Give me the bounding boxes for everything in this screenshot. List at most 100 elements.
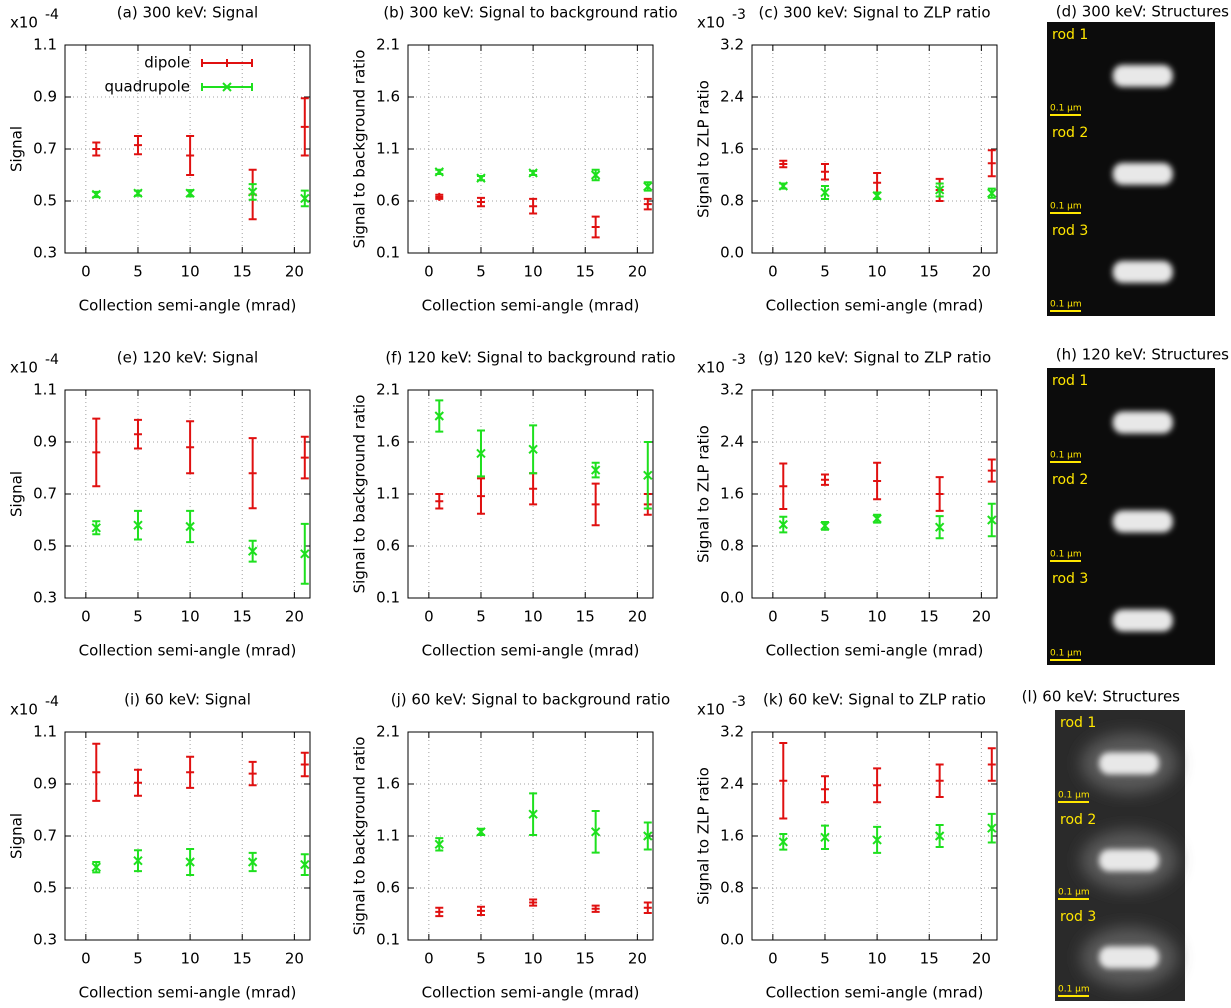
error-bar-point bbox=[820, 775, 829, 804]
error-bar-point bbox=[643, 821, 653, 851]
y-tick-label: 0.7 bbox=[33, 485, 57, 503]
error-bar-point bbox=[872, 513, 882, 524]
chart-title: (j) 60 keV: Signal to background ratio bbox=[391, 691, 670, 709]
error-bar-point bbox=[872, 825, 882, 854]
error-bar-point bbox=[186, 755, 195, 789]
y-tick-label: 1.1 bbox=[33, 36, 57, 54]
error-bar-point bbox=[133, 188, 143, 198]
error-bar-point bbox=[248, 437, 257, 510]
rod bbox=[1099, 752, 1160, 775]
scale-label: 0.1 µm bbox=[1058, 985, 1090, 995]
error-bar-point bbox=[873, 172, 882, 194]
chart-title: (a) 300 keV: Signal bbox=[117, 4, 258, 22]
y-tick-label: 0.1 bbox=[376, 589, 400, 607]
error-bar-point bbox=[934, 823, 945, 849]
panel-title: (h) 120 keV: Structures bbox=[1056, 346, 1229, 364]
rod bbox=[1112, 64, 1173, 87]
error-bar-point bbox=[987, 187, 997, 199]
x-tick-label: 10 bbox=[524, 608, 543, 626]
x-tick-label: 15 bbox=[576, 608, 595, 626]
x-tick-label: 10 bbox=[868, 608, 887, 626]
plot-frame bbox=[407, 44, 654, 254]
y-tick-label: 0.9 bbox=[33, 88, 57, 106]
error-bar-point bbox=[300, 751, 309, 778]
x-tick-label: 5 bbox=[476, 608, 486, 626]
y-tick-label: 0.3 bbox=[33, 244, 57, 262]
y-tick-label: 0.8 bbox=[720, 537, 744, 555]
scale-label: 0.1 µm bbox=[1050, 104, 1082, 114]
error-bar-point bbox=[133, 768, 142, 797]
scale-label: 0.1 µm bbox=[1050, 550, 1082, 560]
y-exponent: -3 bbox=[732, 352, 746, 368]
x-tick-label: 0 bbox=[424, 263, 434, 281]
y-tick-label: 0.0 bbox=[720, 589, 744, 607]
error-bar-point bbox=[133, 418, 142, 450]
y-tick-label: 0.5 bbox=[33, 879, 57, 897]
y-exponent: -4 bbox=[45, 7, 59, 23]
error-bar-point bbox=[590, 810, 601, 854]
tile-label: rod 3 bbox=[1060, 909, 1096, 925]
x-tick-label: 15 bbox=[233, 950, 252, 968]
y-tick-label: 0.5 bbox=[33, 192, 57, 210]
y-tick-label: 2.1 bbox=[376, 36, 400, 54]
error-bar-point bbox=[591, 904, 600, 913]
x-tick-label: 5 bbox=[820, 608, 830, 626]
error-bar-point bbox=[185, 188, 195, 198]
error-bar-point bbox=[643, 197, 652, 211]
x-tick-label: 20 bbox=[285, 608, 304, 626]
panel-title: (d) 300 keV: Structures bbox=[1056, 3, 1229, 21]
y-tick-label: 2.1 bbox=[376, 723, 400, 741]
y-exponent: -4 bbox=[45, 352, 59, 368]
y-axis-label: Signal bbox=[8, 813, 26, 859]
y-multiplier: x10 bbox=[697, 14, 725, 32]
tile-label: rod 3 bbox=[1052, 571, 1088, 587]
y-tick-label: 0.9 bbox=[33, 775, 57, 793]
error-bar-point bbox=[987, 812, 997, 844]
x-tick-label: 15 bbox=[233, 608, 252, 626]
plot-frame bbox=[64, 731, 311, 941]
y-tick-label: 0.8 bbox=[720, 192, 744, 210]
error-bar-point bbox=[476, 173, 486, 183]
error-bar-point bbox=[987, 458, 996, 483]
legend-label: dipole bbox=[144, 54, 190, 72]
y-tick-label: 1.1 bbox=[376, 140, 400, 158]
scale-label: 0.1 µm bbox=[1050, 300, 1082, 310]
y-tick-label: 0.8 bbox=[720, 879, 744, 897]
y-tick-label: 0.0 bbox=[720, 931, 744, 949]
error-bar-point bbox=[92, 417, 101, 488]
error-bar-point bbox=[591, 215, 600, 239]
rod bbox=[1112, 162, 1173, 185]
error-bar-point bbox=[434, 399, 444, 433]
y-axis-label: Signal to background ratio bbox=[351, 395, 369, 594]
x-tick-label: 5 bbox=[133, 950, 143, 968]
y-multiplier: x10 bbox=[10, 14, 38, 32]
error-bar-point bbox=[872, 191, 882, 201]
x-axis-label: Collection semi-angle (mrad) bbox=[79, 984, 297, 1002]
error-bar-point bbox=[248, 760, 257, 787]
tile-label: rod 1 bbox=[1052, 373, 1088, 389]
plot-frame bbox=[751, 731, 998, 941]
y-tick-label: 1.6 bbox=[720, 140, 744, 158]
error-bar-point bbox=[476, 905, 485, 917]
x-axis-label: Collection semi-angle (mrad) bbox=[422, 297, 640, 315]
y-axis-label: Signal to ZLP ratio bbox=[695, 767, 713, 905]
error-bar-point bbox=[820, 185, 830, 201]
x-tick-label: 15 bbox=[920, 950, 939, 968]
error-bar-point bbox=[935, 476, 944, 512]
x-tick-label: 0 bbox=[81, 263, 91, 281]
x-tick-label: 15 bbox=[576, 950, 595, 968]
x-axis-label: Collection semi-angle (mrad) bbox=[422, 642, 640, 660]
y-tick-label: 3.2 bbox=[720, 381, 744, 399]
error-bar-point bbox=[300, 189, 310, 208]
x-tick-label: 0 bbox=[768, 263, 778, 281]
error-bar-point bbox=[820, 473, 829, 486]
y-tick-label: 1.6 bbox=[376, 775, 400, 793]
error-bar-point bbox=[476, 429, 486, 478]
tile-label: rod 2 bbox=[1052, 472, 1088, 488]
error-bar-point bbox=[91, 861, 101, 874]
x-tick-label: 5 bbox=[476, 263, 486, 281]
y-axis-label: Signal bbox=[8, 126, 26, 172]
error-bar-point bbox=[934, 515, 945, 540]
error-bar-point bbox=[873, 767, 882, 804]
